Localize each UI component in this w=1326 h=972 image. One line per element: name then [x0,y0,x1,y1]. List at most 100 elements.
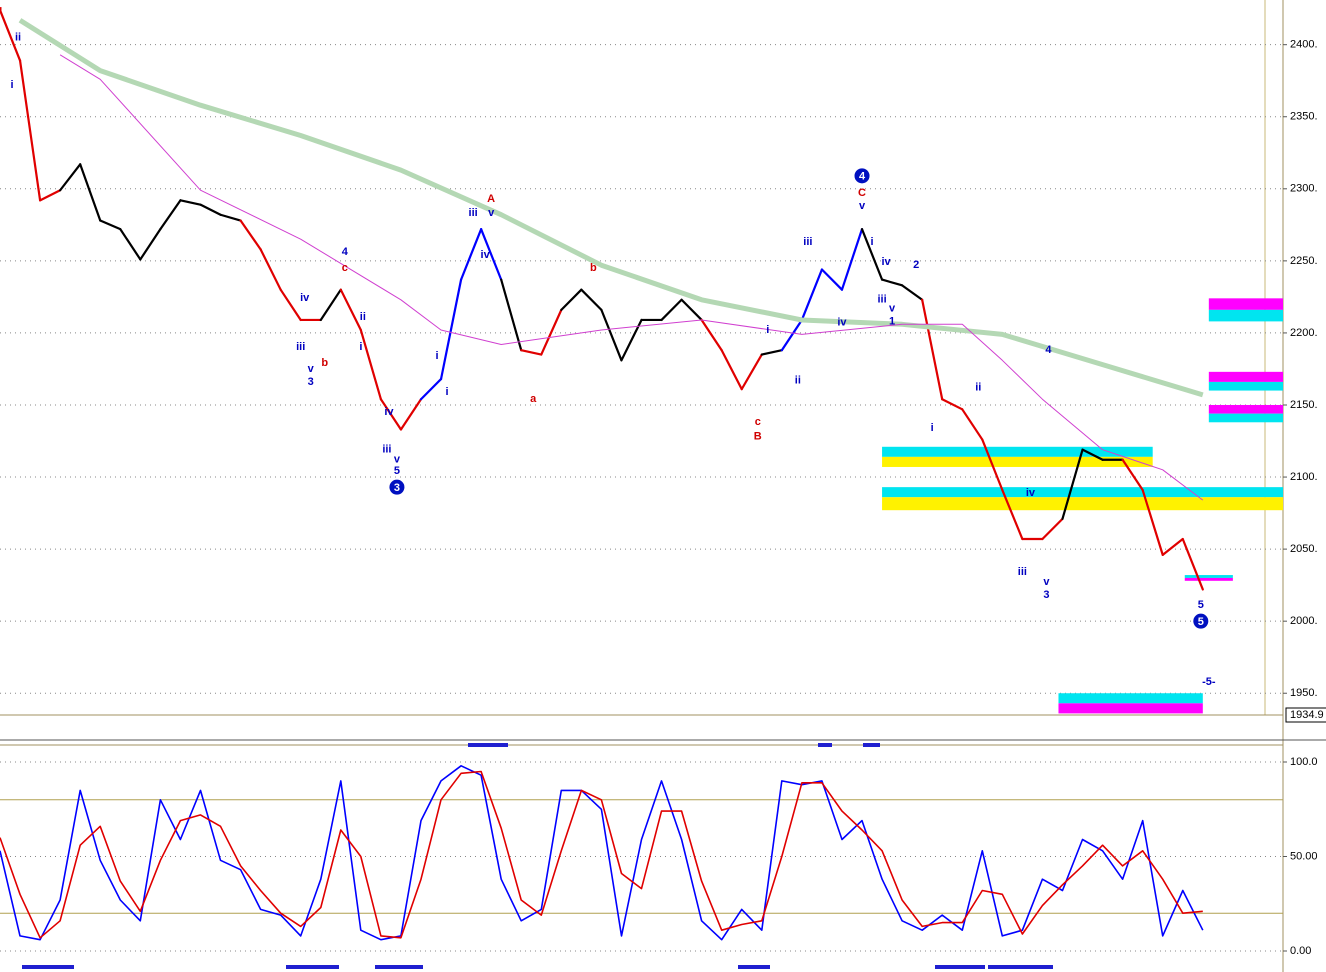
wave-label: iv [837,317,847,329]
wave-circle [1193,613,1209,629]
wave-label: -5- [1202,676,1216,688]
price-segment [700,318,723,352]
wave-label: c [342,262,348,274]
wave-label: iv [300,292,310,304]
wave-label: iii [803,236,812,248]
price-marker-box [1285,707,1326,723]
price-segment [1081,448,1104,461]
price-segment [339,288,362,332]
signal-bar [738,965,770,969]
price-segment [820,268,844,291]
y-tick-label: 2150. [1290,399,1318,411]
series-line [0,770,1203,939]
wave-label: 4 [342,246,349,258]
series-line [18,18,1204,398]
signal-bar [22,965,74,969]
wave-label: 5 [394,465,400,477]
price-segment [259,248,282,291]
price-segment [319,288,342,322]
wave-label: c [755,416,761,428]
y-tick-label: 2250. [1290,255,1318,267]
target-zone [1208,413,1283,423]
price-segment [880,278,904,287]
target-zone [1208,298,1283,310]
price-segment [239,219,262,251]
wave-label: iv [881,256,891,268]
y-tick-label: 1950. [1290,687,1318,699]
target-zone [1208,404,1283,414]
signal-bar [935,965,985,969]
wave-label: ii [15,31,21,43]
price-segment [399,398,423,431]
wave-label: ii [975,382,981,394]
wave-label: B [754,431,762,443]
target-zone [882,456,1153,467]
price-segment [520,349,543,356]
price-segment [1041,517,1064,541]
wave-label: i [766,324,769,336]
target-zone [1208,371,1283,382]
price-segment [680,298,703,322]
price-segment [780,318,803,352]
wave-label: iii [382,444,391,456]
price-segment [1121,458,1144,492]
wave-label: v [889,302,896,314]
price-segment [660,298,683,322]
target-zone [882,446,1153,457]
wave-label: v [859,200,866,212]
wave-label: iv [481,249,491,261]
wave-label: i [435,350,438,362]
signal-bar [286,965,339,969]
y-tick-label: 50.00 [1290,850,1318,862]
price-segment [580,288,603,311]
target-zone [1184,577,1233,581]
series-line [59,54,1204,501]
price-segment [99,219,122,231]
price-segment [179,199,202,206]
y-tick-label: 2200. [1290,327,1318,339]
wave-label: v [308,363,315,375]
signal-bar [818,743,832,747]
wave-label: 3 [394,482,400,494]
wave-label: ii [795,374,801,386]
wave-label: iv [1026,487,1036,499]
wave-label: 4 [859,171,866,183]
price-segment [840,228,864,291]
wave-label: i [359,341,362,353]
price-segment [740,353,763,391]
wave-label: v [488,207,495,219]
y-tick-label: 2100. [1290,471,1318,483]
wave-label: C [858,187,866,199]
target-zone [1208,309,1283,322]
price-segment [1061,448,1084,520]
price-segment [961,408,984,441]
wave-label: i [10,79,13,91]
target-zone [882,487,1283,498]
signal-bar [375,965,423,969]
wave-label: b [321,357,328,369]
wave-label: iii [877,294,886,306]
price-segment [760,349,783,356]
price-segment [59,163,82,192]
series-line [0,765,1204,941]
price-segment [359,328,382,401]
price-segment [941,398,964,411]
wave-label: 2 [913,259,919,271]
target-zone [1208,381,1283,391]
price-segment [38,189,62,202]
price-segment [419,377,443,401]
price-segment [18,59,42,202]
price-segment [981,438,1004,492]
price-segment [600,308,623,362]
price-segment [480,228,503,281]
wave-label: b [590,262,597,274]
price-segment [500,278,523,352]
price-segment [119,228,142,261]
price-segment [139,228,162,261]
y-tick-label: 0.00 [1290,945,1311,957]
price-marker-label: 1934.9 [1290,709,1324,721]
wave-label: 1 [889,315,895,327]
y-tick-label: 2000. [1290,615,1318,627]
